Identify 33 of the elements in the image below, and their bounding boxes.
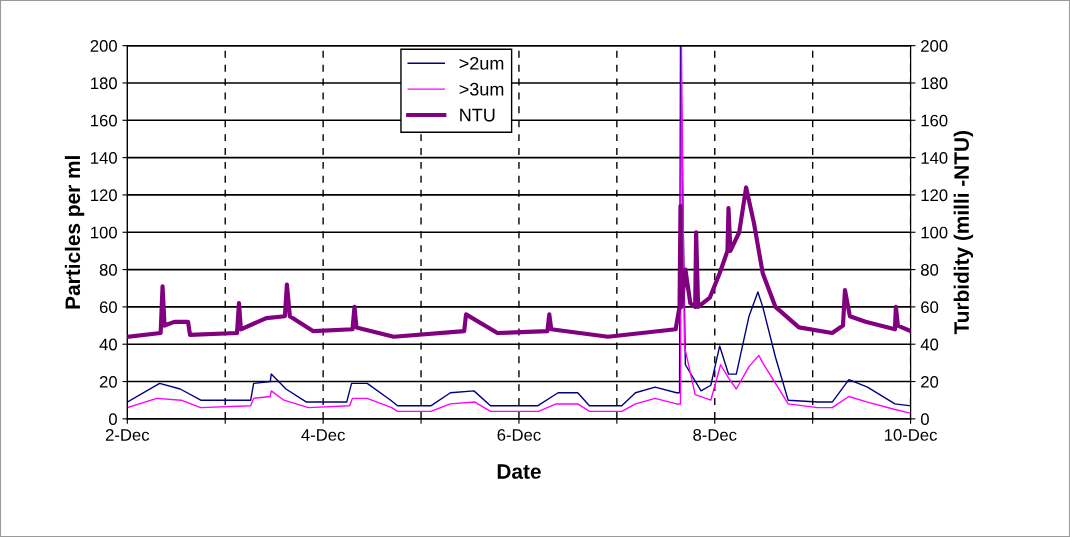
y-tick-label: 120 xyxy=(91,189,117,202)
y-tick-label: 180 xyxy=(91,77,117,90)
y2-tick-label: 160 xyxy=(921,114,948,127)
y2-tick-label: 60 xyxy=(921,301,939,314)
x-tick-label: 8-Dec xyxy=(693,429,737,441)
y2-tick-label: 20 xyxy=(921,375,939,388)
legend-label: >2um xyxy=(459,56,504,70)
x-tick-label: 4-Dec xyxy=(301,429,345,441)
y2-tick-label: 120 xyxy=(921,189,948,202)
x-tick-label: 2-Dec xyxy=(105,429,150,441)
x-tick-label: 6-Dec xyxy=(497,429,541,441)
x-axis-title: Date xyxy=(497,464,541,479)
y-axis-title: Particles per ml xyxy=(64,156,85,309)
legend-label: >3um xyxy=(459,82,504,96)
legend-label: NTU xyxy=(460,108,495,122)
y-tick-label: 20 xyxy=(99,375,117,388)
y-tick-label: 160 xyxy=(91,114,117,127)
y-tick-label: 140 xyxy=(91,152,117,164)
y-tick-label: 0 xyxy=(108,413,117,426)
y2-tick-label: 0 xyxy=(920,413,929,426)
y2-tick-label: 40 xyxy=(920,338,939,351)
y-tick-label: 60 xyxy=(99,301,117,314)
y2-tick-label: 80 xyxy=(921,263,939,276)
y-tick-label: 200 xyxy=(90,40,117,52)
y2-axis-title: Turbidity (milli -NTU) xyxy=(953,131,974,335)
y2-tick-label: 200 xyxy=(921,40,948,52)
x-tick-label: 10-Dec xyxy=(884,429,937,441)
y2-tick-label: 140 xyxy=(921,152,948,164)
y-tick-label: 80 xyxy=(99,263,117,276)
y2-tick-label: 100 xyxy=(921,226,948,239)
y-tick-label: 40 xyxy=(99,338,117,351)
y2-tick-label: 180 xyxy=(921,77,948,90)
y-tick-label: 100 xyxy=(91,226,117,239)
